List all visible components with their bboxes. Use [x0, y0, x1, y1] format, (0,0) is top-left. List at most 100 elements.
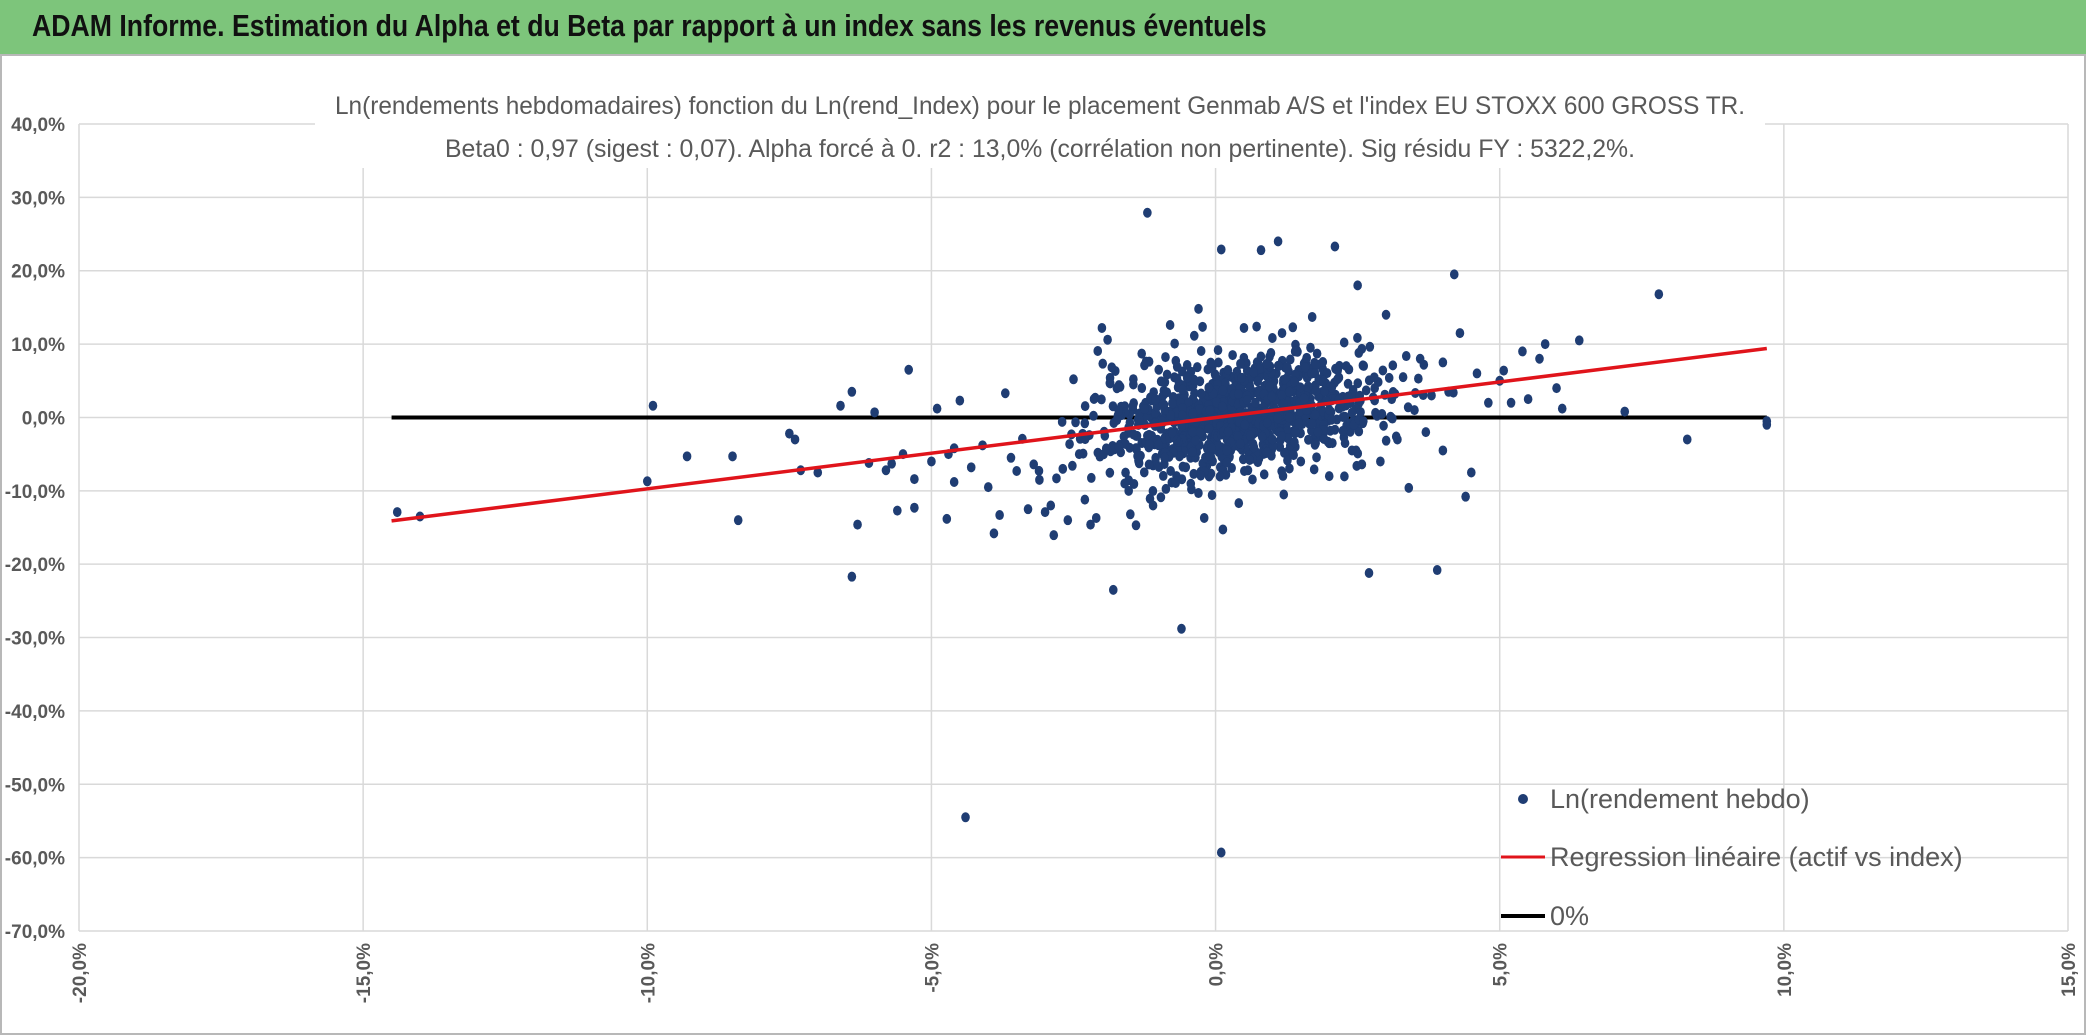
scatter-point [1194, 488, 1203, 499]
scatter-point [1484, 397, 1493, 408]
scatter-point [1160, 377, 1170, 388]
scatter-point [1183, 397, 1193, 408]
scatter-point [1682, 434, 1692, 445]
scatter-point [983, 482, 993, 493]
scatter-point [1160, 452, 1169, 463]
scatter-point [1379, 420, 1388, 431]
scatter-point [1285, 386, 1294, 397]
scatter-point [1121, 438, 1130, 449]
scatter-point [1223, 426, 1233, 437]
scatter-point [1206, 468, 1216, 479]
scatter-point [1330, 241, 1340, 252]
scatter-point [785, 428, 794, 439]
chart-title: Ln(rendements hebdomadaires) fonction du… [315, 86, 1765, 168]
scatter-point [1268, 333, 1277, 344]
scatter-point [1353, 378, 1363, 389]
scatter-point [1299, 393, 1309, 404]
scatter-point [1278, 398, 1288, 409]
y-axis-ticks: 40,0% 30,0% 20,0% 10,0% 0,0% -10,0% -20,0% -30,… [5, 115, 65, 943]
y-tick-label: 30,0% [11, 188, 65, 209]
scatter-point [1035, 474, 1044, 485]
scatter-point [1300, 362, 1310, 373]
scatter-point [910, 474, 919, 485]
scatter-point [1266, 348, 1276, 359]
x-tick-label: -5,0% [922, 943, 943, 993]
scatter-point [1120, 478, 1129, 489]
scatter-point [1404, 482, 1414, 493]
scatter-point [1124, 485, 1133, 496]
scatter-point [1129, 478, 1139, 489]
scatter-point [1154, 364, 1164, 375]
scatter-point [1259, 469, 1269, 480]
scatter-point [1080, 434, 1090, 445]
scatter-point [392, 507, 402, 518]
scatter-point [1620, 406, 1630, 417]
scatter-point [1381, 309, 1391, 320]
scatter-point [1192, 362, 1202, 373]
x-axis-ticks: -20,0% -15,0% -10,0% -5,0% 0,0% 5,0% 10,0% 15,0… [70, 943, 2080, 1003]
scatter-point [1320, 386, 1329, 397]
scatter-point [1506, 397, 1516, 408]
scatter-point [1234, 388, 1243, 399]
scatter-point [1365, 341, 1375, 352]
scatter-point [1166, 465, 1175, 476]
scatter-point [1012, 466, 1021, 477]
scatter-point [1195, 404, 1204, 415]
scatter-point [1080, 418, 1090, 429]
scatter-point [1087, 472, 1096, 483]
scatter-point [1144, 439, 1154, 450]
scatter-point [1103, 334, 1112, 345]
scatter-point [1029, 459, 1039, 470]
scatter-point [1354, 347, 1364, 358]
scatter-point [1161, 483, 1171, 494]
scatter-point [1283, 455, 1292, 466]
scatter-point [1248, 474, 1257, 485]
scatter-point [1228, 350, 1237, 361]
scatter-point [1310, 368, 1320, 379]
scatter-point [1151, 394, 1160, 405]
scatter-point [813, 467, 823, 478]
scatter-point [1046, 500, 1056, 511]
y-tick-label: 0,0% [22, 408, 65, 429]
scatter-point [1370, 383, 1379, 394]
scatter-point [648, 400, 658, 411]
scatter-point [1267, 391, 1277, 402]
scatter-point [1262, 447, 1272, 458]
x-tick-label: -10,0% [638, 943, 659, 1003]
scatter-point [1089, 410, 1098, 421]
scatter-point [1257, 431, 1267, 442]
scatter-point [1089, 394, 1099, 405]
scatter-point [1277, 466, 1286, 477]
scatter-point [1166, 410, 1176, 421]
x-tick-label: -15,0% [354, 943, 375, 1003]
scatter-point [1148, 486, 1158, 497]
y-tick-label: -50,0% [5, 775, 65, 796]
scatter-point [1222, 445, 1232, 456]
scatter-point [847, 386, 857, 397]
scatter-point [966, 462, 976, 473]
scatter-point [1133, 451, 1142, 462]
scatter-point [1158, 470, 1168, 481]
scatter-point [1137, 383, 1147, 394]
scatter-point [1427, 390, 1436, 401]
scatter-point [1347, 407, 1357, 418]
chart-title-line-1: Ln(rendements hebdomadaires) fonction du… [335, 92, 1745, 120]
scatter-point [1162, 369, 1172, 380]
scatter-point [1327, 414, 1336, 425]
scatter-point [1188, 446, 1197, 457]
scatter-point [1194, 303, 1203, 314]
scatter-point [642, 476, 652, 487]
scatter-point [1154, 461, 1164, 472]
scatter-point [1158, 399, 1168, 410]
scatter-point [1762, 416, 1772, 427]
scatter-point [1139, 467, 1149, 478]
scatter-point [1105, 467, 1115, 478]
scatter-point [1289, 450, 1298, 461]
scatter-point [1353, 280, 1362, 291]
scatter-point [1523, 394, 1533, 405]
scatter-point [1097, 322, 1107, 333]
scatter-point [1137, 348, 1146, 359]
scatter-point [1322, 368, 1332, 379]
scatter-point [1069, 374, 1078, 385]
